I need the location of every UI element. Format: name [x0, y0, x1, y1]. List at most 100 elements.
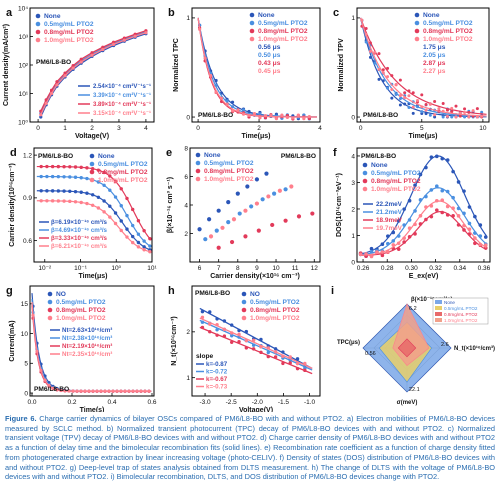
- x-tick-label: 10: [272, 265, 280, 272]
- data-point: [79, 60, 83, 64]
- x-tick-label: 2: [257, 125, 261, 132]
- data-point: [230, 340, 234, 344]
- data-point: [463, 115, 467, 119]
- data-point: [368, 49, 372, 53]
- data-point: [148, 236, 152, 241]
- caption-label: Figure 6.: [5, 414, 37, 423]
- data-point: [467, 227, 472, 231]
- data-point: [386, 75, 390, 79]
- data-point: [386, 250, 390, 254]
- data-point: [445, 114, 449, 118]
- plot-frame: [33, 147, 153, 263]
- data-point: [125, 213, 129, 218]
- data-point: [79, 57, 83, 61]
- x-tick-label: 1: [63, 125, 67, 132]
- data-point: [277, 188, 282, 193]
- data-point: [244, 346, 249, 350]
- data-point: [428, 113, 432, 117]
- data-point: [222, 327, 227, 332]
- data-point: [398, 103, 402, 107]
- beta-label: β=3.33×10⁻¹⁶ cm³/s: [51, 235, 108, 242]
- data-point: [445, 204, 450, 209]
- data-point: [229, 239, 235, 245]
- panel-g: g0.0 0.2 0.4 0.6051015Time(s)Current(mA)NO0…: [6, 285, 157, 412]
- data-point: [241, 108, 246, 112]
- data-point: [113, 195, 118, 199]
- legend-label: 1.0mg/mL PTO2: [371, 186, 421, 193]
- data-point: [471, 109, 475, 113]
- device-label: PM6/L8-BO: [281, 153, 316, 160]
- data-point: [216, 208, 221, 213]
- data-point: [108, 188, 112, 192]
- data-point: [386, 241, 390, 246]
- data-point: [63, 74, 67, 78]
- data-point: [230, 334, 234, 338]
- data-point: [62, 199, 66, 203]
- data-point: [90, 51, 94, 55]
- sigma-label: 22.2meV: [376, 201, 403, 208]
- data-point: [219, 96, 224, 100]
- data-point: [119, 187, 123, 191]
- data-point: [119, 228, 123, 233]
- data-point: [68, 175, 72, 179]
- x-tick-label: 3: [117, 125, 121, 132]
- data-point: [396, 234, 401, 238]
- data-point: [90, 203, 95, 208]
- data-point: [56, 164, 61, 169]
- data-point: [113, 179, 118, 184]
- data-point: [416, 105, 419, 109]
- y-tick-label: 10: [21, 331, 29, 338]
- data-point: [249, 36, 255, 42]
- data-point: [440, 188, 445, 193]
- data-point: [208, 329, 212, 334]
- data-point: [214, 228, 219, 233]
- data-point: [230, 105, 235, 109]
- data-point: [307, 115, 311, 119]
- radar-axis-label: N_t(×10¹⁶/cm³): [454, 345, 495, 352]
- data-point: [130, 240, 135, 245]
- data-point: [91, 389, 95, 393]
- data-point: [377, 67, 381, 71]
- x-axis-label: Time(μs): [241, 133, 270, 140]
- device-label: PM6/L8-BO: [198, 112, 233, 119]
- panel-letter: d: [10, 147, 17, 159]
- data-point: [136, 245, 141, 249]
- data-point: [420, 110, 424, 114]
- panel-letter: a: [6, 7, 13, 19]
- data-point: [236, 108, 240, 112]
- data-point: [79, 389, 83, 393]
- panel-letter: g: [6, 285, 13, 297]
- trap-density-label: Nt=2.38×10¹⁶/cm³: [62, 335, 112, 342]
- panel-c: c 0 5 10 0 1 Time(μs) Normalized TPV None0.5mg/m…: [333, 7, 490, 140]
- data-point: [89, 153, 95, 159]
- data-point: [295, 361, 300, 366]
- data-point: [414, 20, 420, 26]
- legend-swatch: [435, 312, 442, 316]
- data-point: [445, 189, 450, 194]
- legend-swatch: [435, 306, 442, 310]
- data-point: [303, 361, 307, 366]
- data-point: [407, 235, 412, 239]
- data-point: [56, 189, 61, 193]
- x-tick-label: 10⁰: [111, 265, 121, 272]
- radar-range-label: 0.56: [365, 351, 376, 357]
- data-point: [142, 248, 146, 252]
- data-point: [56, 174, 61, 179]
- data-point: [260, 197, 265, 202]
- data-point: [288, 355, 292, 359]
- data-point: [200, 325, 205, 330]
- data-point: [85, 191, 89, 195]
- y-tick-label: 3: [351, 180, 355, 187]
- data-point: [373, 61, 377, 65]
- data-point: [398, 78, 402, 82]
- data-point: [281, 361, 285, 366]
- data-point: [429, 214, 434, 219]
- y-tick-label: 0: [351, 259, 355, 266]
- data-point: [441, 101, 445, 105]
- device-label: PM6/L8-BO: [363, 112, 398, 119]
- data-point: [429, 188, 434, 192]
- data-point: [467, 110, 471, 114]
- data-point: [55, 388, 59, 392]
- data-point: [96, 168, 101, 172]
- data-point: [148, 249, 152, 254]
